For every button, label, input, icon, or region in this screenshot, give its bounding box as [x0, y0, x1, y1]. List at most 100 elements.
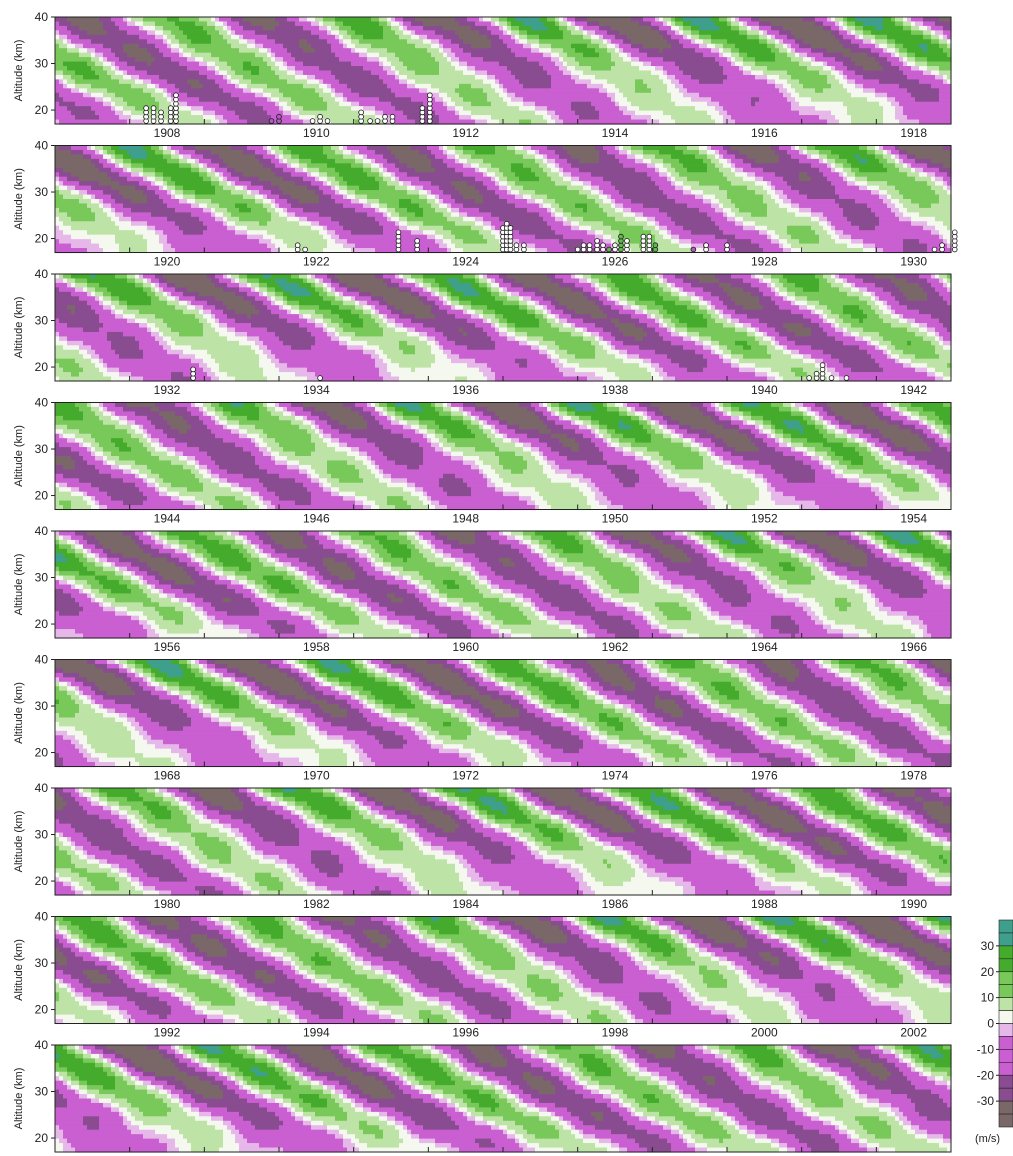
x-tick-label: 1934 [303, 383, 330, 397]
x-tick-label: 1986 [602, 897, 629, 911]
observation-marker [168, 106, 173, 111]
y-tick-label: 30 [35, 442, 49, 456]
y-axis-label: Altitude (km) [13, 554, 25, 616]
observation-marker [807, 376, 812, 381]
observation-marker [725, 243, 730, 248]
observation-marker [318, 376, 323, 381]
y-tick-label: 40 [35, 396, 49, 410]
y-tick-label: 40 [35, 653, 49, 667]
y-tick-label: 20 [35, 617, 49, 631]
observation-marker [613, 243, 618, 248]
x-tick-label: 1910 [303, 126, 330, 140]
x-tick-label: 1926 [602, 255, 629, 269]
observation-marker [619, 234, 624, 239]
colorbar-level [999, 1036, 1013, 1049]
y-axis-label: Altitude (km) [13, 297, 25, 359]
y-tick-label: 30 [35, 828, 49, 842]
x-tick-label: 1914 [602, 126, 629, 140]
observation-marker [269, 119, 274, 124]
colorbar-unit-label: (m/s) [975, 1133, 1000, 1145]
x-tick-label: 1924 [452, 255, 479, 269]
colorbar-level [999, 985, 1013, 998]
observation-marker [704, 243, 709, 248]
y-tick-label: 30 [35, 1085, 49, 1099]
y-tick-label: 40 [35, 10, 49, 24]
y-axis-label: Altitude (km) [13, 682, 25, 744]
colorbar-level [999, 1114, 1013, 1127]
x-tick-label: 1952 [751, 512, 778, 526]
x-tick-label: 1930 [900, 255, 927, 269]
x-tick-label: 1932 [154, 383, 181, 397]
observation-marker [420, 106, 425, 111]
colorbar-level [999, 959, 1013, 972]
wind-field [55, 1045, 952, 1153]
x-tick-label: 1960 [452, 640, 479, 654]
x-tick-label: 1970 [303, 769, 330, 783]
observation-marker [303, 247, 308, 252]
x-tick-label: 1978 [900, 769, 927, 783]
colorbar-tick-label: -10 [977, 1042, 995, 1056]
x-tick-label: 1984 [452, 897, 479, 911]
y-tick-label: 20 [35, 1003, 49, 1017]
x-tick-label: 1912 [452, 126, 479, 140]
y-tick-label: 30 [35, 956, 49, 970]
wind-field [55, 274, 952, 382]
x-tick-label: 1938 [602, 383, 629, 397]
observation-marker [814, 371, 819, 376]
colorbar-level [999, 920, 1013, 933]
x-tick-label: 2000 [751, 1026, 778, 1040]
observation-marker [325, 119, 330, 124]
y-tick-label: 20 [35, 360, 49, 374]
observation-marker [277, 114, 282, 119]
observation-marker [375, 119, 380, 124]
observation-marker [504, 221, 509, 226]
x-tick-label: 1950 [602, 512, 629, 526]
observation-marker [587, 243, 592, 248]
observation-marker [174, 93, 179, 98]
colorbar-level [999, 946, 1013, 959]
x-tick-label: 1992 [154, 1026, 181, 1040]
x-tick-label: 1958 [303, 640, 330, 654]
observation-marker [514, 243, 519, 248]
observation-marker [829, 376, 834, 381]
observation-marker [396, 230, 401, 235]
observation-marker [607, 247, 612, 252]
x-tick-label: 1928 [751, 255, 778, 269]
y-tick-label: 20 [35, 489, 49, 503]
x-tick-label: 1920 [154, 255, 181, 269]
colorbar-level [999, 1049, 1013, 1062]
x-tick-label: 1962 [602, 640, 629, 654]
y-axis-label: Altitude (km) [13, 1068, 25, 1130]
observation-marker [952, 230, 957, 235]
observation-marker [359, 110, 364, 115]
x-tick-label: 1976 [751, 769, 778, 783]
colorbar-level [999, 998, 1013, 1011]
colorbar-level [999, 1011, 1013, 1024]
observation-marker [940, 243, 945, 248]
colorbar-level [999, 1088, 1013, 1101]
colorbar-tick-label: 0 [987, 1017, 994, 1031]
x-tick-label: 1944 [154, 512, 181, 526]
colorbar-tick-label: 30 [981, 939, 995, 953]
y-axis-label: Altitude (km) [13, 40, 25, 102]
x-tick-label: 1980 [154, 897, 181, 911]
observation-marker [522, 243, 527, 248]
wind-field [55, 403, 952, 511]
x-tick-label: 1988 [751, 897, 778, 911]
y-tick-label: 20 [35, 746, 49, 760]
y-tick-label: 30 [35, 57, 49, 71]
x-tick-label: 1966 [900, 640, 927, 654]
observation-marker [595, 239, 600, 244]
observation-marker [383, 114, 388, 119]
observation-marker [508, 226, 513, 231]
colorbar-level [999, 933, 1013, 946]
x-tick-label: 1922 [303, 255, 330, 269]
y-tick-label: 40 [35, 910, 49, 924]
